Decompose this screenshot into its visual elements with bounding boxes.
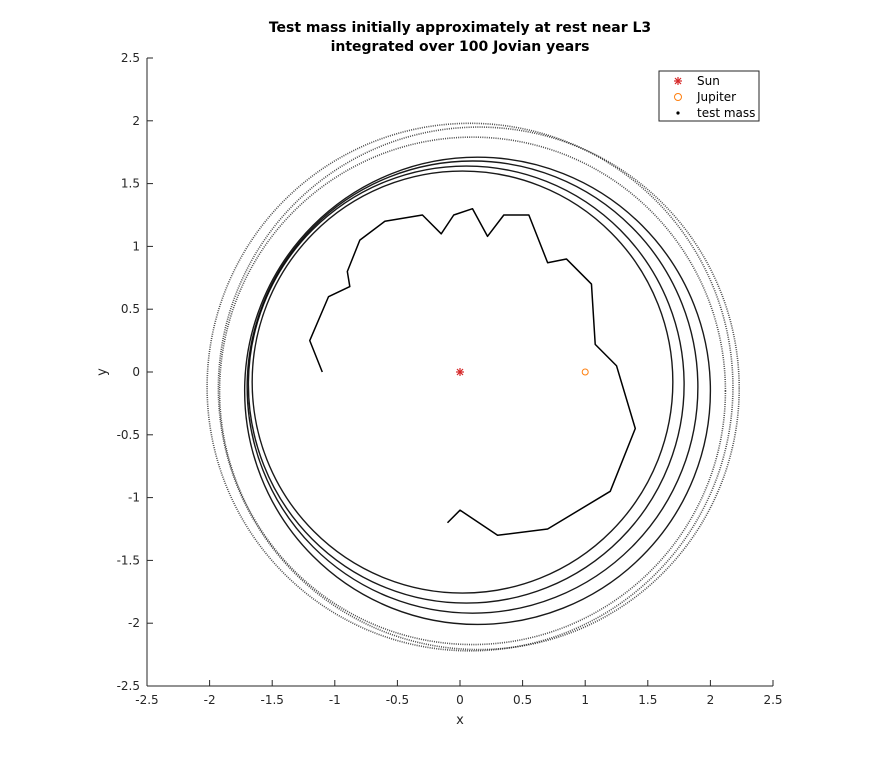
x-tick-label: 2.5 xyxy=(763,693,782,707)
x-axis-label: x xyxy=(456,713,464,728)
axes: -2.5 -2 -1.5 -1 -0.5 0 0.5 1 1.5 2 2.5 -2.5 -2 -1.5 -1… xyxy=(117,51,783,707)
legend-entry-sun: Sun xyxy=(674,74,720,88)
x-tick-label: 0.5 xyxy=(513,693,532,707)
jupiter-marker xyxy=(581,368,589,376)
test-mass-inner-path xyxy=(309,207,637,537)
test-mass-trajectory-loop xyxy=(243,156,712,626)
x-tick-label: -2.5 xyxy=(135,693,158,707)
chart-title-line-2: integrated over 100 Jovian years xyxy=(331,39,590,55)
y-tick-label: 0 xyxy=(132,365,140,379)
x-tick-label: 0 xyxy=(456,693,464,707)
legend-entry-jupiter: Jupiter xyxy=(674,90,736,104)
y-tick-label: 1 xyxy=(132,239,140,253)
y-tick-label: -1 xyxy=(128,491,140,505)
test-mass-trajectory-loop xyxy=(217,126,740,651)
legend-label: Jupiter xyxy=(696,90,736,104)
y-tick-label: -2.5 xyxy=(117,679,140,693)
plot-area xyxy=(206,122,740,652)
y-tick-label: -2 xyxy=(128,616,140,630)
test-mass-trajectory-loop xyxy=(251,170,674,594)
legend-label: Sun xyxy=(697,74,720,88)
legend-label: test mass xyxy=(697,106,755,120)
y-tick-label: -1.5 xyxy=(117,553,140,567)
x-tick-label: 2 xyxy=(707,693,715,707)
test-mass-trajectory-loop xyxy=(246,160,699,614)
x-tick-label: -1 xyxy=(329,693,341,707)
y-tick-label: -0.5 xyxy=(117,428,140,442)
x-tick-label: -0.5 xyxy=(386,693,409,707)
legend: Sun Jupiter test mass xyxy=(658,70,760,122)
y-tick-label: 1.5 xyxy=(121,177,140,191)
y-tick-label: 2 xyxy=(132,114,140,128)
x-tick-label: 1 xyxy=(581,693,589,707)
y-tick-label: 2.5 xyxy=(121,51,140,65)
chart-title-line-1: Test mass initially approximately at res… xyxy=(269,20,651,36)
sun-marker xyxy=(456,368,464,376)
x-tick-label: -1.5 xyxy=(260,693,283,707)
x-tick-label: 1.5 xyxy=(638,693,657,707)
y-axis-label: y xyxy=(95,368,110,376)
test-mass-trajectory-loop xyxy=(218,136,727,646)
legend-entry-test-mass: test mass xyxy=(676,106,755,120)
x-tick-label: -2 xyxy=(204,693,216,707)
test-mass-trajectory-loop xyxy=(247,165,685,604)
y-tick-label: 0.5 xyxy=(121,302,140,316)
